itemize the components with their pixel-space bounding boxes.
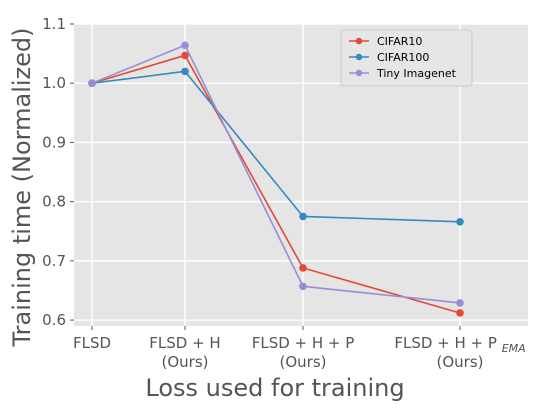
y-tick-label: 1.0 [42,74,66,92]
legend-label: Tiny Imagenet [376,67,457,80]
x-tick-label-sub: (Ours) [162,353,209,371]
x-tick-label-sub: (Ours) [280,353,327,371]
y-tick-label: 0.7 [42,252,66,270]
data-point [299,212,307,221]
legend-entry: Tiny Imagenet [349,67,457,80]
x-tick-label-main: FLSD [73,334,111,352]
y-tick-label: 0.6 [42,311,66,329]
series-layer [88,41,464,317]
x-tick-label-main: FLSD + H + P [252,334,355,352]
legend: CIFAR10 CIFAR100 Tiny Imagenet [340,29,473,87]
y-tick-label: 1.1 [42,15,66,33]
x-tick-label: FLSD + H + P [252,334,355,352]
data-point [299,282,307,291]
y-axis-label: Training time (Normalized) [8,27,36,347]
x-tick-label-sub: (Ours) [437,353,484,371]
legend-box [340,29,473,87]
data-point [299,264,307,272]
legend-swatch-marker [355,69,363,77]
x-tick-label: FLSD + H [149,334,220,352]
series-tiny-imagenet [88,41,464,307]
x-tick-label: FLSD [73,334,111,352]
x-axis-label: Loss used for training [145,374,404,402]
series-line [91,70,461,223]
y-tick-labels: 0.6 0.7 0.8 0.9 1.0 1.1 [42,15,74,329]
data-point [456,217,464,226]
legend-label: CIFAR10 [377,35,422,48]
data-point [181,51,189,60]
x-tick-label: FLSD + H + P EMA [394,334,525,355]
data-point [88,79,96,88]
legend-entry: CIFAR100 [349,51,429,64]
legend-label: CIFAR100 [377,51,429,64]
x-tick-labels: FLSD FLSD + H(Ours)FLSD + H + P(Ours)FLSD… [73,326,526,371]
legend-entry: CIFAR10 [349,35,422,48]
legend-swatch-marker [355,37,363,45]
x-tick-label-main: FLSD + H [149,334,220,352]
x-tick-label-main: FLSD + H + P [394,334,497,352]
data-point [181,41,189,50]
data-point [456,299,464,307]
data-point [456,309,464,317]
y-tick-label: 0.8 [42,193,66,211]
y-tick-label: 0.9 [42,133,66,151]
legend-swatch-marker [355,53,363,61]
x-tick-label-subscript: EMA [502,342,526,355]
series-line [91,54,461,314]
series-line [91,44,461,304]
data-point [181,67,189,76]
